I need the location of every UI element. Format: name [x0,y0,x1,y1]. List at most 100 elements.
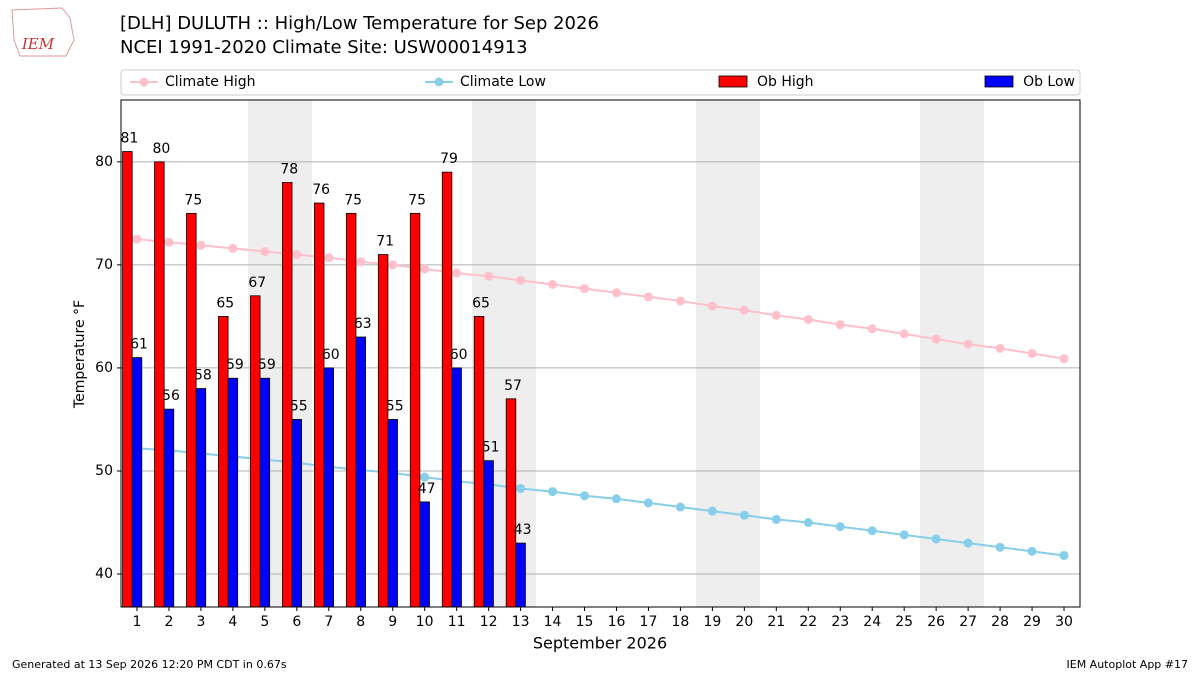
bar [122,151,133,608]
x-tick-label: 3 [196,614,205,630]
bar [355,336,366,608]
legend-marker [434,77,444,87]
climate-point [580,491,590,501]
legend-swatch [718,75,748,88]
climate-point [1027,349,1037,358]
climate-point [739,510,749,520]
climate-point [963,538,973,548]
bar [195,388,207,608]
bar [387,419,398,608]
x-tick-label: 20 [735,614,753,630]
x-tick-label: 1 [133,614,142,630]
climate-point [707,506,717,516]
bar [515,542,526,608]
climate-point [675,296,685,306]
climate-point [899,530,909,540]
x-tick-label: 29 [1023,614,1041,630]
x-tick-label: 7 [324,614,333,630]
bar-value-label: 60 [322,347,340,363]
climate-point [1027,546,1037,556]
x-tick-label: 6 [292,614,301,630]
bar-value-label: 75 [184,192,202,208]
bar-value-label: 61 [130,337,148,353]
logo-text: IEM [21,35,55,53]
bar [419,501,430,608]
climate-point [164,237,174,247]
climate-point [771,514,781,524]
x-tick-label: 24 [863,614,881,630]
bar [313,202,325,608]
x-tick-label: 13 [512,614,530,630]
bar [163,408,175,608]
climate-point [452,268,462,278]
climate-point [548,279,558,289]
legend-label: Climate High [165,74,256,90]
chart-title: [DLH] DULUTH :: High/Low Temperature for… [120,13,599,34]
x-tick-label: 11 [448,614,466,630]
legend-label: Ob Low [1023,74,1075,90]
x-tick-label: 21 [767,614,785,630]
x-tick-label: 26 [927,614,945,630]
climate-point [484,271,494,281]
climate-point [611,494,621,504]
climate-point [643,292,653,302]
climate-point [196,240,206,250]
bar [377,254,389,608]
bar [323,367,334,608]
climate-point [931,534,941,544]
bar-value-label: 58 [194,368,212,384]
x-axis-label: September 2026 [533,634,667,653]
bar-value-label: 76 [312,182,330,198]
x-tick-label: 18 [672,614,690,630]
climate-point [516,483,526,493]
bar [345,212,357,608]
x-tick-label: 17 [640,614,658,630]
x-tick-label: 30 [1055,614,1073,630]
climate-point [963,339,973,349]
x-tick-label: 12 [480,614,498,630]
x-tick-label: 8 [356,614,365,630]
climate-point [995,542,1005,552]
x-tick-label: 15 [576,614,594,630]
x-tick-label: 27 [959,614,977,630]
y-tick-label: 70 [95,257,113,273]
bar [131,357,143,608]
bar [441,171,453,608]
climate-point [643,498,653,508]
y-tick-label: 60 [95,360,113,376]
bar-value-label: 47 [418,481,436,497]
climate-point [292,250,302,260]
footer-left: Generated at 13 Sep 2026 12:20 PM CDT in… [12,658,287,671]
bar-value-label: 57 [504,378,522,394]
x-tick-label: 23 [831,614,849,630]
climate-point [739,305,749,315]
bar [505,398,517,608]
bar-value-label: 75 [344,192,362,208]
climate-point [388,260,398,270]
x-tick-label: 25 [895,614,913,630]
bar [250,295,261,608]
bar-value-label: 60 [450,347,468,363]
bar [451,367,462,608]
climate-point [548,487,558,497]
x-tick-label: 14 [544,614,562,630]
bar-value-label: 81 [120,131,138,147]
climate-point [867,526,877,536]
legend-marker [139,77,149,87]
climate-point [611,288,621,298]
bar-value-label: 63 [354,316,372,332]
bar [473,316,485,608]
x-tick-label: 2 [164,614,173,630]
legend-label: Climate Low [460,74,546,90]
climate-point [931,334,941,344]
bar [259,377,271,608]
bar-value-label: 75 [408,192,426,208]
bar [483,460,494,608]
bar-value-label: 71 [376,234,394,250]
climate-point [899,329,909,339]
climate-point [1059,354,1069,364]
climate-point [835,320,845,330]
x-tick-label: 22 [799,614,817,630]
x-tick-label: 10 [416,614,434,630]
